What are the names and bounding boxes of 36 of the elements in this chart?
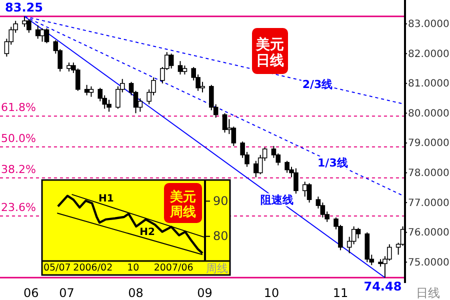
x-tick-label: 10 [264, 286, 280, 300]
annotation: 38.2% [1, 162, 36, 176]
x-tick-label: 2006/02 [73, 262, 113, 274]
y-tick-label: 80 [213, 229, 228, 244]
y-tick-label: 78.0000 [408, 168, 450, 179]
x-tick-label: 10 [127, 262, 140, 274]
y-tick-label: 80.0000 [408, 108, 450, 120]
ref-line-label: 74.48 [364, 280, 402, 294]
text: 美元日线 [255, 36, 284, 69]
x-tick-label: 06 [24, 286, 39, 300]
y-tick-label: 79.0000 [408, 138, 450, 150]
x-tick-label: 2007/06 [154, 262, 194, 274]
series-label: H1 [98, 194, 114, 205]
annotation: 61.8% [1, 101, 36, 114]
series-label: 2/3线 [302, 78, 333, 92]
y-tick-label: 76.0000 [408, 228, 450, 239]
y-tick-label: 75.0000 [408, 257, 450, 268]
annotation: 50.0% [1, 132, 36, 145]
text: 美元周线 [169, 189, 196, 220]
series-label: 阻速线 [260, 193, 294, 206]
x-tick-label: 07 [59, 286, 74, 300]
ref-line-label: 83.25 [5, 0, 43, 14]
y-tick-label: 81.0000 [408, 78, 450, 90]
x-axis-title: 日线 [416, 286, 440, 300]
x-tick-label: 11 [332, 286, 348, 300]
series-label: 1/3线 [318, 156, 348, 170]
x-tick-label: 08 [128, 286, 144, 300]
x-tick-label: 05/07 [43, 262, 71, 274]
x-tick-label: 09 [197, 286, 212, 300]
series-label: H2 [140, 226, 155, 238]
y-tick-label: 77.0000 [408, 198, 450, 209]
y-tick-label: 90 [213, 194, 228, 208]
y-tick-label: 82.0000 [408, 48, 450, 60]
x-axis-title: 周线 [206, 262, 228, 275]
annotation: 23.6% [1, 200, 36, 214]
y-tick-label: 83.0000 [408, 19, 450, 30]
